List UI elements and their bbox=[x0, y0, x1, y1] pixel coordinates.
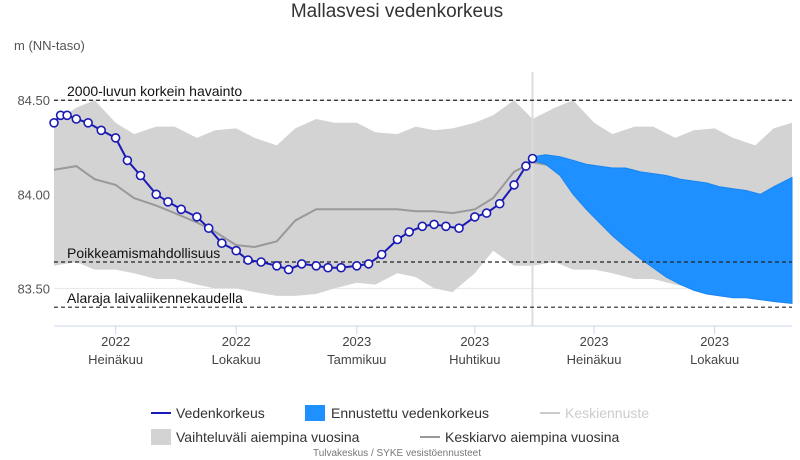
legend-label: Keskiennuste bbox=[565, 405, 649, 421]
reference-line-label: 2000-luvun korkein havainto bbox=[67, 83, 242, 99]
observation-point bbox=[135, 170, 146, 181]
legend-symbol-area bbox=[305, 405, 325, 421]
observation-point bbox=[469, 212, 480, 222]
x-tick-month: Tammikuu bbox=[327, 352, 386, 367]
x-tick-month: Heinäkuu bbox=[88, 352, 143, 367]
observation-point bbox=[481, 208, 492, 218]
x-tick-year: 2023 bbox=[460, 334, 489, 349]
observation-point bbox=[441, 221, 451, 232]
legend-label: Ennustettu vedenkorkeus bbox=[331, 405, 489, 421]
chart-title: Mallasvesi vedenkorkeus bbox=[291, 1, 503, 22]
legend-item-keskiennuste[interactable]: Keskiennuste bbox=[540, 405, 649, 421]
observation-point bbox=[192, 212, 202, 222]
observation-point bbox=[509, 180, 519, 190]
legend-label: Keskiarvo aiempina vuosina bbox=[445, 429, 620, 445]
credits[interactable]: Tulvakeskus / SYKE vesistöennusteet bbox=[313, 448, 481, 459]
observation-point bbox=[363, 259, 374, 269]
legend-label: Vedenkorkeus bbox=[176, 405, 265, 421]
observation-point bbox=[217, 238, 227, 248]
y-tick-label: 84.50 bbox=[17, 93, 50, 108]
observation-point bbox=[96, 125, 106, 136]
legend: Vedenkorkeus Ennustettu vedenkorkeus Kes… bbox=[151, 405, 649, 445]
observation-point bbox=[311, 260, 322, 271]
observation-point bbox=[454, 223, 464, 233]
x-tick-month: Lokakuu bbox=[212, 352, 261, 367]
legend-symbol-area bbox=[151, 429, 171, 445]
observation-point bbox=[429, 219, 439, 230]
observation-point bbox=[62, 110, 72, 121]
observation-point bbox=[351, 260, 362, 271]
y-axis-label: m (NN-taso) bbox=[14, 38, 85, 53]
y-tick-label: 83.50 bbox=[17, 281, 50, 296]
x-tick-month: Huhtikuu bbox=[449, 352, 500, 367]
observation-point bbox=[376, 249, 387, 260]
observation-point bbox=[521, 161, 531, 171]
observation-point bbox=[176, 204, 186, 215]
x-tick-month: Heinäkuu bbox=[567, 352, 622, 367]
observation-point bbox=[494, 198, 505, 209]
observation-point bbox=[122, 155, 133, 166]
x-tick-year: 2023 bbox=[700, 334, 729, 349]
observation-point bbox=[49, 118, 59, 128]
observation-point bbox=[163, 197, 173, 207]
observation-point bbox=[404, 227, 415, 237]
legend-item-vedenkorkeus[interactable]: Vedenkorkeus bbox=[151, 405, 265, 421]
observation-point bbox=[243, 255, 253, 265]
legend-label: Vaihteluväli aiempina vuosina bbox=[176, 429, 360, 445]
observation-point bbox=[256, 257, 266, 267]
observation-point bbox=[231, 245, 241, 256]
legend-item-ennustettu-vedenkorkeus[interactable]: Ennustettu vedenkorkeus bbox=[305, 405, 489, 421]
x-tick-month: Lokakuu bbox=[690, 352, 739, 367]
reference-line-label: Alaraja laivaliikennekaudella bbox=[67, 290, 243, 306]
y-tick-label: 84.00 bbox=[17, 187, 50, 202]
observation-point bbox=[336, 262, 346, 273]
x-tick-year: 2023 bbox=[342, 334, 371, 349]
observation-point bbox=[110, 133, 121, 143]
forecast-range-area bbox=[532, 154, 793, 304]
observation-point bbox=[271, 260, 282, 271]
observation-point bbox=[296, 259, 307, 269]
observation-point bbox=[71, 114, 82, 124]
observation-point bbox=[151, 189, 161, 200]
x-tick-year: 2022 bbox=[222, 334, 251, 349]
x-tick-year: 2022 bbox=[101, 334, 130, 349]
observation-point bbox=[417, 221, 428, 232]
observation-point bbox=[323, 262, 333, 273]
reference-line-label: Poikkeamismahdollisuus bbox=[67, 245, 220, 261]
plot-area: 83.50 84.00 84.50 2000-luvun korkein havain… bbox=[17, 72, 793, 367]
x-tick-year: 2023 bbox=[580, 334, 609, 349]
observation-point bbox=[527, 153, 538, 164]
observation-point bbox=[83, 118, 93, 128]
legend-item-keskiarvo[interactable]: Keskiarvo aiempina vuosina bbox=[420, 429, 620, 445]
observation-point bbox=[283, 264, 294, 275]
observation-point bbox=[203, 223, 214, 233]
legend-item-vaihteluvali[interactable]: Vaihteluväli aiempina vuosina bbox=[151, 429, 360, 445]
observation-point bbox=[392, 234, 403, 245]
